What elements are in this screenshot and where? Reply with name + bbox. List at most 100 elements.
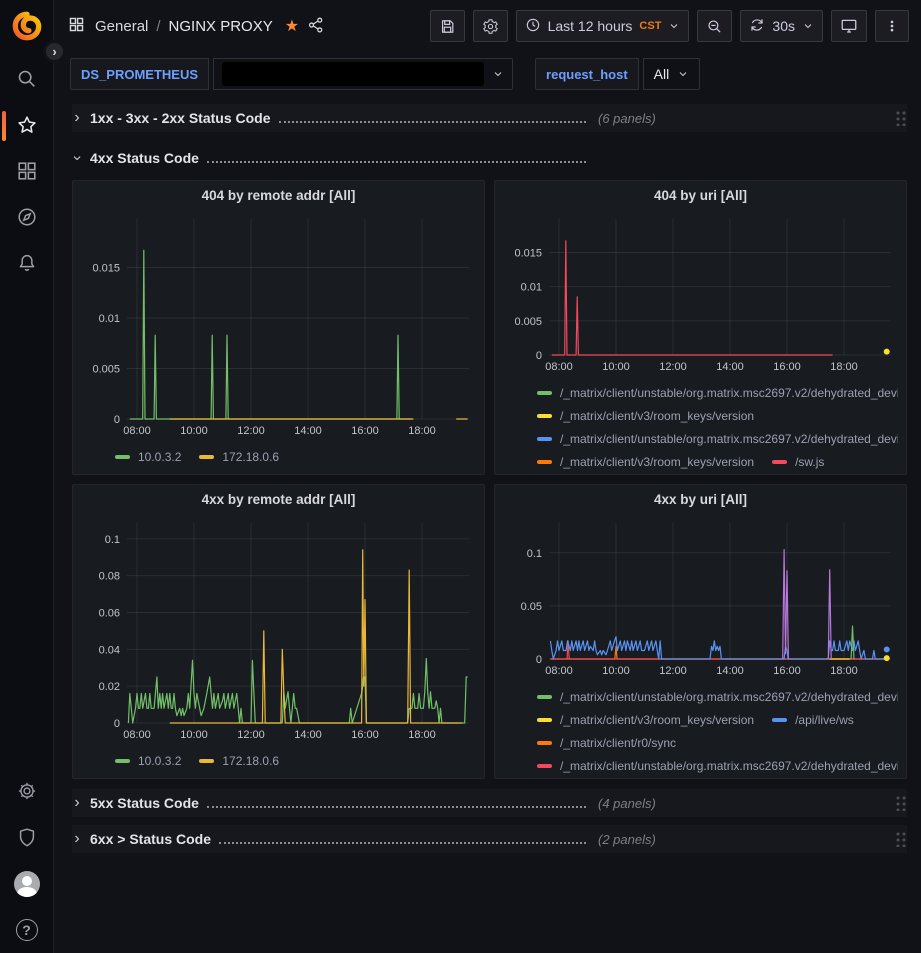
svg-text:16:00: 16:00 (773, 665, 801, 677)
legend-label[interactable]: 172.18.0.6 (222, 753, 280, 768)
svg-text:0: 0 (536, 654, 542, 666)
bell-icon (16, 252, 38, 277)
svg-text:0.005: 0.005 (514, 316, 542, 328)
legend-label[interactable]: /_matrix/client/v3/room_keys/version (560, 712, 755, 727)
grafana-logo[interactable] (10, 9, 44, 43)
sidebar-item-starred[interactable] (0, 103, 54, 149)
sidebar-item-configuration[interactable] (0, 769, 54, 815)
request-host-value: All (653, 66, 670, 82)
kebab-menu-icon[interactable] (875, 10, 909, 42)
refresh-button[interactable]: 30s (740, 10, 823, 42)
row-6xx[interactable]: › 6xx > Status Code (2 panels) (72, 825, 907, 853)
breadcrumb-folder[interactable]: General (95, 17, 149, 35)
row-drag-handle[interactable] (895, 110, 907, 126)
row-drag-handle[interactable] (895, 831, 907, 847)
legend-label[interactable]: /_matrix/client/r0/sync (560, 735, 677, 750)
svg-text:08:00: 08:00 (123, 425, 151, 437)
sidebar-item-help[interactable]: ? (0, 907, 54, 953)
legend-item[interactable]: /_matrix/client/unstable/org.matrix.msc2… (537, 381, 898, 404)
zoom-out-time-button[interactable] (697, 10, 733, 42)
dotted-leader (278, 111, 586, 123)
legend-item[interactable]: 10.0.3.2 (115, 749, 181, 772)
dashboard-settings-button[interactable] (472, 10, 508, 42)
apps-grid-icon (68, 16, 85, 36)
panel-title[interactable]: 4xx by remote addr [All] (201, 491, 356, 507)
legend-item[interactable]: /_matrix/client/v3/room_keys/version (537, 450, 754, 473)
svg-text:12:00: 12:00 (237, 729, 265, 741)
panel-404-by-remote-addr[interactable]: 404 by remote addr [All] 08:00 10:00 12:00… (72, 180, 485, 475)
gear-icon (16, 780, 38, 805)
svg-text:14:00: 14:00 (294, 425, 322, 437)
request-host-variable-select[interactable]: All (642, 58, 701, 90)
breadcrumb-dashboard-title[interactable]: NGINX PROXY (168, 17, 273, 35)
panel-4xx-by-remote-addr[interactable]: 4xx by remote addr [All] 08:00 10:00 12:00… (72, 484, 485, 779)
svg-text:0.1: 0.1 (105, 534, 120, 546)
legend-item[interactable]: /_matrix/client/v3/room_keys/version (537, 708, 754, 731)
legend: /_matrix/client/unstable/org.matrix.msc2… (503, 377, 898, 474)
datasource-variable-label[interactable]: DS_PROMETHEUS (70, 58, 210, 90)
time-range-picker[interactable]: Last 12 hours CST (515, 10, 690, 42)
legend-label[interactable]: 10.0.3.2 (138, 449, 182, 464)
legend-item[interactable]: 10.0.3.2 (115, 445, 181, 468)
svg-text:0: 0 (536, 350, 542, 362)
save-dashboard-button[interactable] (429, 10, 465, 42)
refresh-interval-label: 30s (772, 18, 795, 34)
datasource-variable-select[interactable] (213, 58, 514, 90)
legend: 10.0.3.2 172.18.0.6 (81, 441, 476, 469)
legend-label[interactable]: /_matrix/client/unstable/org.matrix.msc2… (560, 385, 898, 400)
legend-label[interactable]: /api/live/ws (795, 712, 854, 727)
sidebar-expand-button[interactable]: › (43, 40, 66, 63)
svg-text:18:00: 18:00 (830, 361, 858, 373)
svg-text:0.08: 0.08 (99, 571, 120, 583)
legend-label[interactable]: 10.0.3.2 (138, 753, 182, 768)
tv-kiosk-mode-button[interactable] (831, 10, 867, 42)
legend-item[interactable]: /_matrix/client/r0/sync (537, 731, 676, 754)
svg-text:0.005: 0.005 (92, 363, 120, 375)
panel-title[interactable]: 404 by uri [All] (653, 187, 748, 203)
sidebar-item-profile[interactable] (0, 861, 54, 907)
legend-item[interactable]: 172.18.0.6 (199, 445, 279, 468)
share-icon[interactable] (307, 16, 325, 37)
sidebar-item-explore[interactable] (0, 195, 54, 241)
sidebar-item-search[interactable] (0, 57, 54, 103)
star-filled-icon[interactable]: ★ (284, 18, 300, 35)
panel-4xx-by-uri[interactable]: 4xx by uri [All] 08:00 10:00 12:00 14:00 16:… (494, 484, 907, 779)
row-panel-count: (6 panels) (598, 110, 656, 126)
sidebar-item-alerting[interactable] (0, 241, 54, 287)
legend-label[interactable]: /_matrix/client/unstable/org.matrix.msc2… (560, 758, 898, 773)
help-icon: ? (15, 919, 38, 941)
svg-text:10:00: 10:00 (180, 729, 208, 741)
sidebar-item-dashboards[interactable] (0, 149, 54, 195)
request-host-variable-label[interactable]: request_host (535, 58, 639, 90)
svg-text:0.015: 0.015 (514, 247, 542, 259)
row-drag-handle[interactable] (895, 795, 907, 811)
legend-label[interactable]: /_matrix/client/unstable/org.matrix.msc2… (560, 431, 898, 446)
legend-item[interactable]: /api/live/ws (772, 708, 854, 731)
svg-text:12:00: 12:00 (659, 665, 687, 677)
row-1xx-3xx-2xx[interactable]: › 1xx - 3xx - 2xx Status Code (6 panels) (72, 104, 907, 132)
row-4xx[interactable]: › 4xx Status Code (69, 144, 907, 172)
svg-text:0: 0 (114, 718, 120, 730)
svg-text:0.01: 0.01 (521, 282, 542, 294)
panel-title[interactable]: 4xx by uri [All] (653, 491, 748, 507)
legend-label[interactable]: /_matrix/client/v3/room_keys/version (560, 408, 755, 423)
svg-text:08:00: 08:00 (545, 361, 573, 373)
legend-item[interactable]: /sw.js (772, 450, 824, 473)
legend-item[interactable]: /_matrix/client/unstable/org.matrix.msc2… (537, 427, 898, 450)
legend-swatch (537, 390, 552, 395)
legend-item[interactable]: 172.18.0.6 (199, 749, 279, 772)
panel-404-by-uri[interactable]: 404 by uri [All] 08:00 10:00 12:00 14:00 16:… (494, 180, 907, 475)
legend-label[interactable]: /_matrix/client/v3/room_keys/version (560, 454, 755, 469)
panel-title[interactable]: 404 by remote addr [All] (201, 187, 356, 203)
legend-item[interactable]: /_matrix/client/v3/room_keys/version (537, 404, 754, 427)
legend-item[interactable]: /_matrix/client/unstable/org.matrix.msc2… (537, 685, 898, 708)
row-5xx[interactable]: › 5xx Status Code (4 panels) (72, 789, 907, 817)
compass-icon (16, 206, 38, 231)
legend-label[interactable]: 172.18.0.6 (222, 449, 280, 464)
legend-label[interactable]: /sw.js (795, 454, 825, 469)
svg-text:10:00: 10:00 (602, 361, 630, 373)
sidebar-item-server-admin[interactable] (0, 815, 54, 861)
legend-item[interactable]: /_matrix/client/unstable/org.matrix.msc2… (537, 754, 898, 777)
legend-label[interactable]: /_matrix/client/unstable/org.matrix.msc2… (560, 689, 898, 704)
svg-text:0.06: 0.06 (99, 608, 120, 620)
